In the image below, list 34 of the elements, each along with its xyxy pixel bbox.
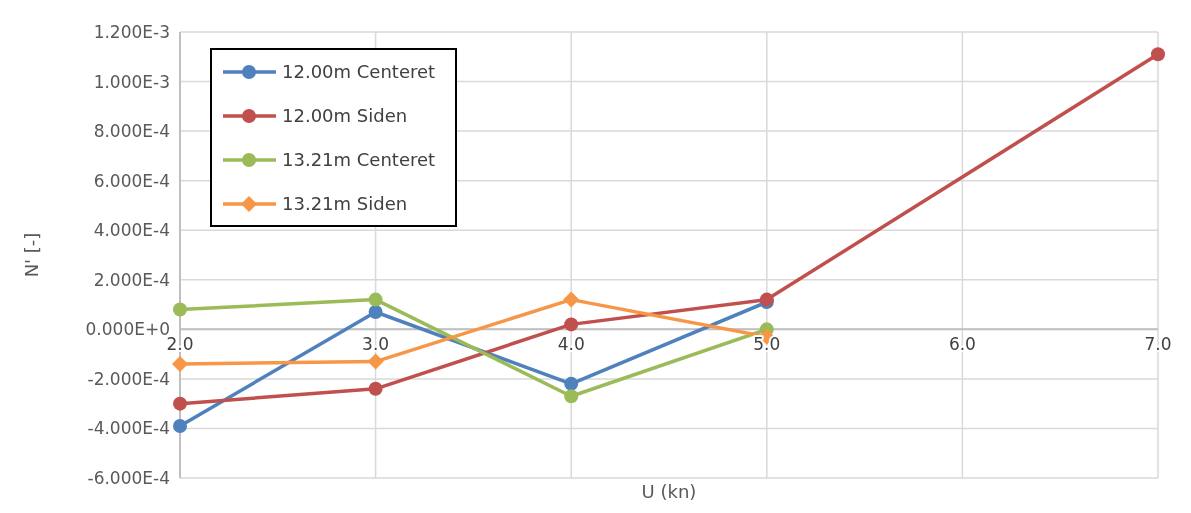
x-axis-title: U (kn) [641, 481, 697, 502]
x-tick-label: 7.0 [1144, 334, 1172, 355]
y-tick-label: 4.000E-4 [93, 220, 170, 241]
x-tick-label: 5.0 [753, 334, 781, 355]
point [368, 304, 383, 319]
legend-label: 12.00m Siden [282, 105, 408, 127]
y-tick-label: 8.000E-4 [93, 121, 170, 142]
y-tick-label: -2.000E-4 [87, 368, 170, 389]
y-tick-label: 1.200E-3 [93, 21, 170, 42]
point [173, 302, 187, 317]
legend-label: 12.00m Centeret [282, 61, 436, 83]
point [172, 356, 188, 373]
y-axis-title: N' [-] [21, 232, 42, 278]
point [564, 317, 579, 332]
y-tick-label: 1.000E-3 [93, 71, 170, 92]
point [173, 418, 187, 433]
legend-label: 13.21m Centeret [282, 149, 436, 171]
point [368, 381, 383, 396]
point [564, 376, 579, 391]
y-tick-label: 6.000E-4 [93, 170, 170, 191]
point [173, 396, 187, 411]
point [563, 291, 580, 308]
x-tick-label: 3.0 [362, 334, 390, 355]
x-tick-label: 6.0 [948, 334, 976, 355]
y-tick-label: 2.000E-4 [93, 269, 170, 290]
y-tick-label: -6.000E-4 [87, 467, 170, 488]
y-tick-label: -4.000E-4 [87, 418, 170, 439]
x-tick-label: 4.0 [557, 334, 585, 355]
x-tick-label: 2.0 [166, 334, 194, 355]
legend-label: 13.21m Siden [282, 193, 408, 215]
point [368, 292, 383, 307]
point [1151, 47, 1165, 62]
point [564, 389, 579, 404]
point [367, 353, 384, 370]
